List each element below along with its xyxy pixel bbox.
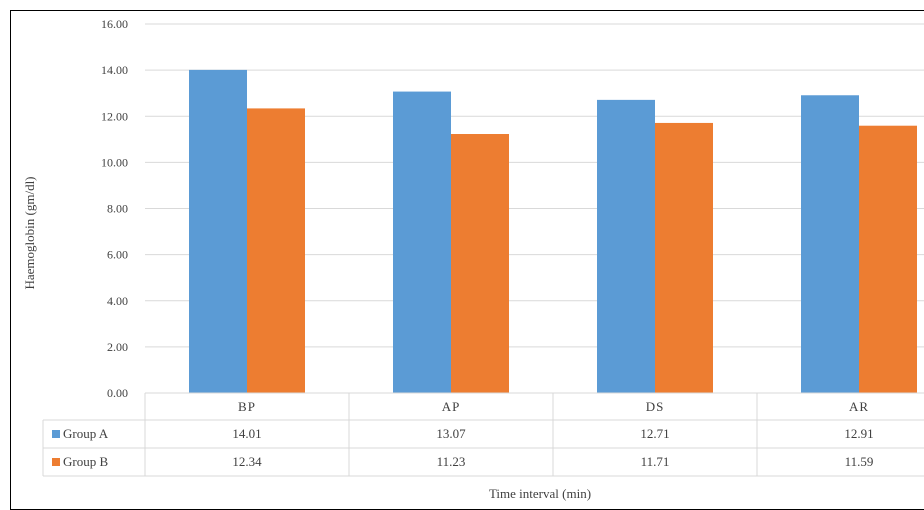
bar-group-a-ar [801, 95, 859, 393]
data-label: 12.91 [844, 426, 873, 441]
y-tick-label: 6.00 [107, 248, 128, 262]
bar-group-b-ap [451, 134, 509, 393]
category-label: AR [849, 399, 869, 414]
data-table: BP AP DS AR Group A 14.01 13.07 12.71 12.91 Group… [42, 392, 924, 477]
y-tick-label: 8.00 [107, 202, 128, 216]
category-label: BP [238, 399, 256, 414]
data-label: 12.71 [640, 426, 669, 441]
data-label: 12.34 [232, 454, 262, 469]
bar-group-b-bp [247, 108, 305, 393]
bar-group-a-ds [597, 99, 655, 394]
bar-group-b-ar [859, 125, 917, 393]
data-label: 11.71 [641, 454, 670, 469]
data-label: 13.07 [436, 426, 466, 441]
legend-key [52, 430, 60, 438]
y-tick-label: 4.00 [107, 294, 128, 308]
category-label: DS [646, 399, 665, 414]
y-tick-label: 0.00 [107, 386, 128, 400]
y-tick-label: 2.00 [107, 340, 128, 354]
legend-entry: Group A [63, 426, 109, 441]
bar-group-a-bp [189, 69, 247, 393]
x-axis-title: Time interval (min) [489, 486, 591, 501]
y-tick-label: 14.00 [101, 63, 128, 77]
data-label: 11.59 [845, 454, 874, 469]
y-axis-ticks: 0.00 2.00 4.00 6.00 8.00 10.00 12.00 14.00 16.00 [101, 17, 128, 400]
y-tick-label: 10.00 [101, 155, 128, 169]
y-tick-label: 16.00 [101, 17, 128, 31]
category-label: AP [442, 399, 461, 414]
y-tick-label: 12.00 [101, 109, 128, 123]
bar-group-a-ap [393, 91, 451, 394]
y-axis-title: Haemoglobin (gm/dl) [22, 176, 37, 289]
bars [189, 69, 917, 394]
legend-key [52, 458, 60, 466]
legend-entry: Group B [63, 454, 108, 469]
data-label: 14.01 [232, 426, 261, 441]
bar-group-b-ds [655, 122, 713, 394]
data-label: 11.23 [437, 454, 466, 469]
